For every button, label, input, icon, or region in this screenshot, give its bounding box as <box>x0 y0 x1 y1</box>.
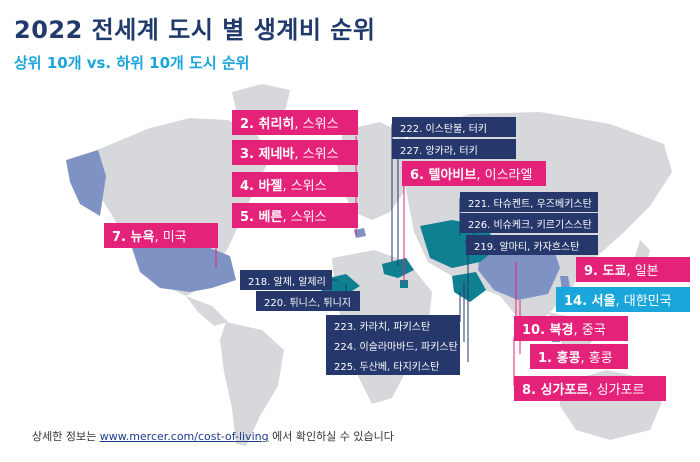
label-istanbul: 222. 이스탄불, 터키 <box>392 117 516 137</box>
label-bishkek: 226. 비슈케크, 키르기스스탄 <box>460 213 598 233</box>
label-new-york-rank: 7. 뉴욕 <box>112 230 155 245</box>
label-new-york-country: , 미국 <box>154 230 187 245</box>
label-beijing: 10. 북경, 중국 <box>514 316 628 341</box>
label-zurich-rank: 2. 취리히 <box>240 117 295 132</box>
label-islamabad: 224. 이슬라마바드, 파키스탄 <box>326 335 460 355</box>
label-basel-country: , 스위스 <box>282 179 327 194</box>
label-tokyo: 9. 도쿄, 일본 <box>576 257 690 282</box>
footer-prefix: 상세한 정보는 <box>32 430 100 443</box>
label-algiers: 218. 알제, 알제리 <box>240 270 332 290</box>
label-singapore-country: , 싱가포르 <box>588 383 645 398</box>
label-tokyo-country: , 일본 <box>626 264 659 279</box>
label-ankara: 227. 앙카라, 터키 <box>392 139 516 159</box>
turkey-region <box>382 258 414 278</box>
south-america <box>220 322 284 446</box>
label-seoul-country: , 대한민국 <box>615 294 672 309</box>
korea-region <box>560 276 570 290</box>
label-seoul-rank: 14. 서울 <box>564 294 616 309</box>
label-bern-country: , 스위스 <box>282 210 327 225</box>
label-tel-aviv: 6. 텔아비브, 이스라엘 <box>402 161 546 186</box>
alaska-region <box>66 150 106 216</box>
footer-note: 상세한 정보는 www.mercer.com/cost-of-living 에서… <box>32 428 394 444</box>
label-zurich: 2. 취리히, 스위스 <box>232 110 358 135</box>
label-tel-aviv-rank: 6. 텔아비브 <box>410 168 477 183</box>
label-hong-kong-rank: 1. 홍콩 <box>538 351 581 366</box>
central-america <box>186 296 228 326</box>
label-dushanbe: 225. 두산베, 타지키스탄 <box>326 355 460 375</box>
label-hong-kong-country: , 홍콩 <box>580 351 613 366</box>
label-beijing-country: , 중국 <box>573 323 606 338</box>
page-subtitle: 상위 10개 vs. 하위 10개 도시 순위 <box>14 54 250 72</box>
label-new-york: 7. 뉴욕, 미국 <box>104 223 218 248</box>
label-karachi: 223. 카라치, 파키스탄 <box>326 315 460 335</box>
footer-link[interactable]: www.mercer.com/cost-of-living <box>99 430 269 443</box>
label-geneva: 3. 제네바, 스위스 <box>232 140 358 165</box>
usa-region <box>132 244 236 292</box>
label-tokyo-rank: 9. 도쿄 <box>584 264 627 279</box>
label-seoul: 14. 서울, 대한민국 <box>556 287 690 312</box>
label-zurich-country: , 스위스 <box>294 117 339 132</box>
label-basel-rank: 4. 바젤 <box>240 179 283 194</box>
label-geneva-country: , 스위스 <box>294 147 339 162</box>
page-title: 2022 전세계 도시 별 생계비 순위 <box>14 16 376 44</box>
label-almaty: 219. 알마티, 카자흐스탄 <box>466 235 598 255</box>
label-beijing-rank: 10. 북경 <box>522 323 574 338</box>
label-singapore-rank: 8. 싱가포르 <box>522 383 589 398</box>
label-bern-rank: 5. 베른 <box>240 210 283 225</box>
label-tunis: 220. 튀니스, 튀니지 <box>256 291 360 311</box>
label-tashkent: 221. 타슈켄트, 우즈베키스탄 <box>460 192 598 212</box>
label-basel: 4. 바젤, 스위스 <box>232 172 358 197</box>
label-hong-kong: 1. 홍콩, 홍콩 <box>530 344 628 369</box>
switzerland-region <box>354 228 366 238</box>
footer-suffix: 에서 확인하실 수 있습니다 <box>268 430 394 443</box>
label-singapore: 8. 싱가포르, 싱가포르 <box>514 376 666 401</box>
label-bern: 5. 베른, 스위스 <box>232 203 358 228</box>
label-geneva-rank: 3. 제네바 <box>240 147 295 162</box>
label-tel-aviv-country: , 이스라엘 <box>476 168 533 183</box>
